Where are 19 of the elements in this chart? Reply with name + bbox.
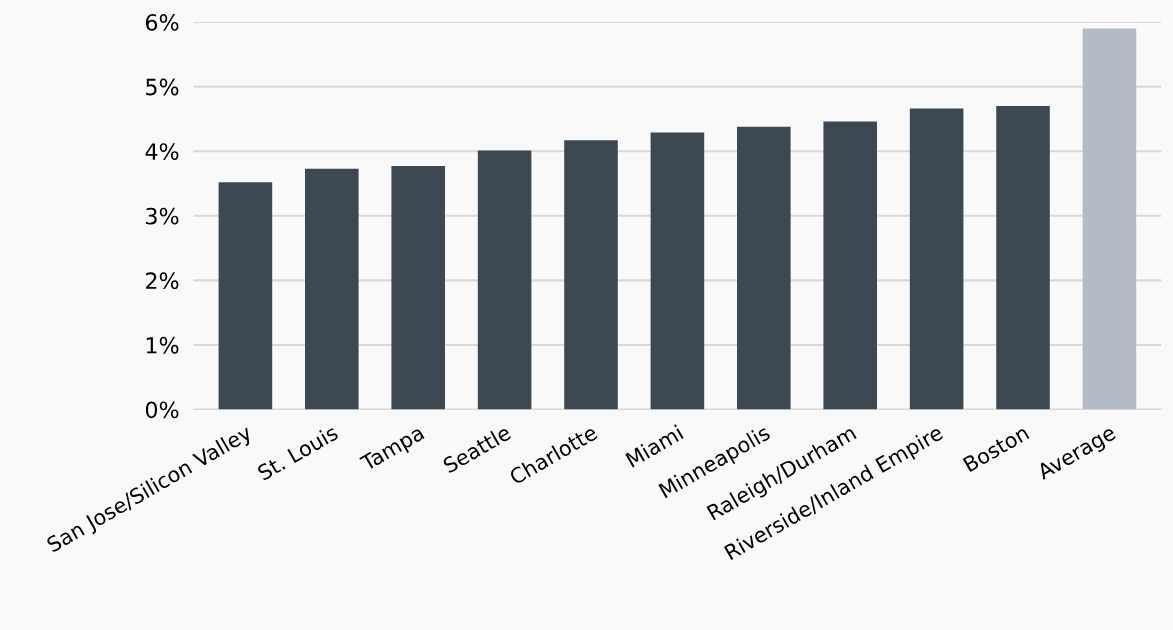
y-tick-label: 3%	[146, 207, 179, 225]
bar	[218, 182, 273, 410]
bar	[1082, 28, 1137, 410]
y-tick-label: 1%	[146, 336, 179, 354]
bar	[391, 166, 445, 410]
bar	[823, 121, 877, 410]
y-tick-label: 0%	[145, 401, 179, 419]
bar	[477, 150, 532, 410]
bar	[909, 108, 964, 410]
bar	[564, 140, 618, 410]
x-tick-label: St. Louis	[256, 423, 339, 481]
y-tick-label: 4%	[145, 143, 179, 160]
bar	[737, 126, 791, 410]
y-tick-label: 2%	[146, 272, 179, 290]
y-tick-label: 6%	[145, 14, 179, 31]
bar	[305, 168, 359, 410]
y-tick-label: 5%	[146, 78, 179, 96]
bar	[996, 106, 1050, 410]
bar	[650, 132, 705, 410]
